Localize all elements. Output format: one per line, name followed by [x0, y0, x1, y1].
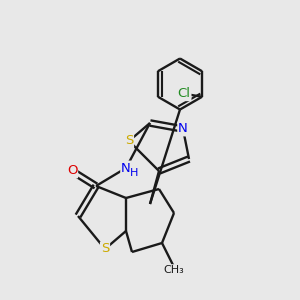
Text: CH₃: CH₃ — [164, 265, 184, 275]
Text: Cl: Cl — [178, 87, 190, 100]
Text: S: S — [125, 134, 133, 148]
Text: N: N — [178, 122, 188, 136]
Text: S: S — [101, 242, 109, 256]
Text: H: H — [130, 168, 139, 178]
Text: N: N — [121, 161, 131, 175]
Text: O: O — [67, 164, 77, 178]
